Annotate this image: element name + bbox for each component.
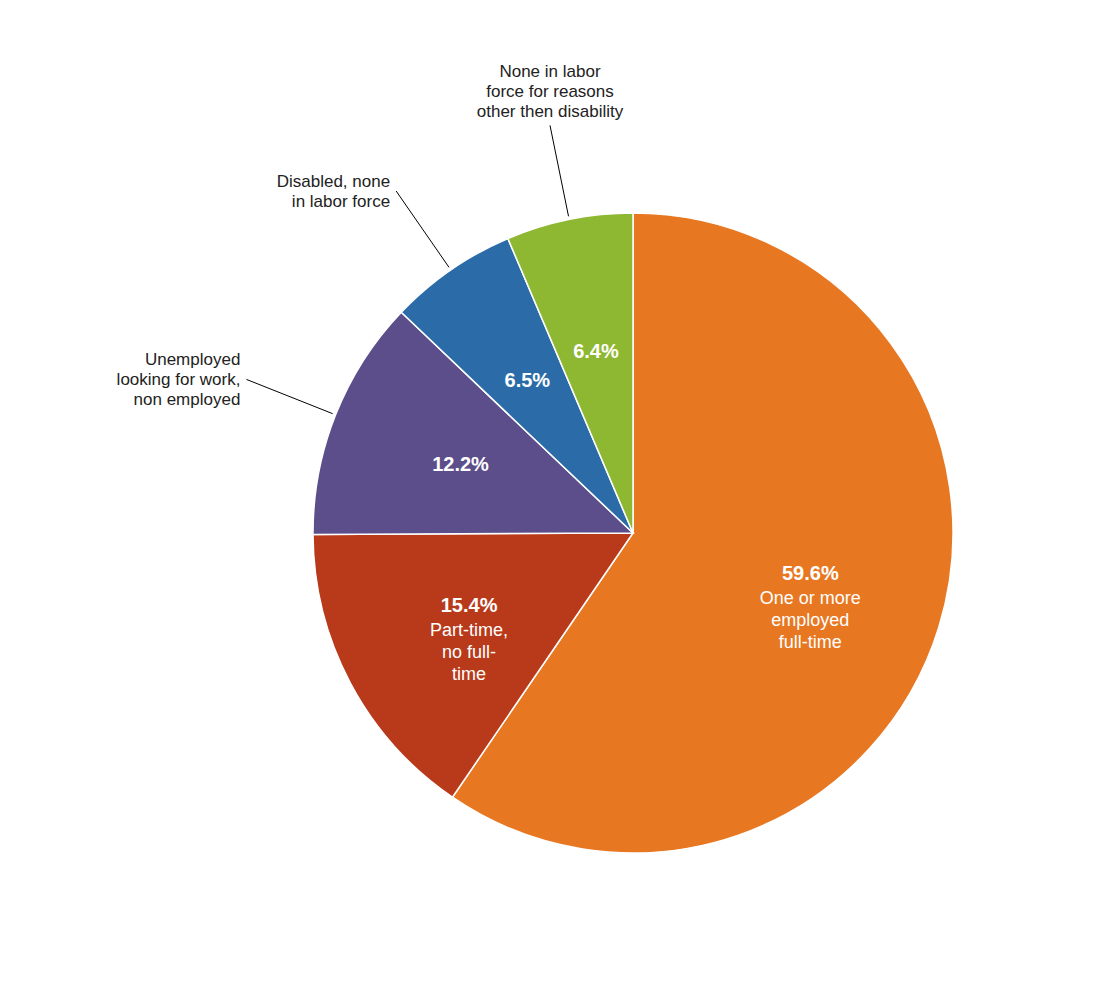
svg-text:None in laborforce for reasons: None in laborforce for reasonsother then… — [477, 62, 624, 121]
svg-text:12.2%: 12.2% — [432, 453, 489, 475]
svg-text:Disabled, nonein labor force: Disabled, nonein labor force — [277, 172, 390, 211]
svg-text:59.6%: 59.6% — [782, 562, 839, 584]
svg-text:One or moreemployedfull-time: One or moreemployedfull-time — [760, 588, 861, 652]
svg-text:6.4%: 6.4% — [573, 340, 619, 362]
svg-text:Unemployedlooking for work,non: Unemployedlooking for work,non employed — [117, 350, 241, 409]
svg-text:15.4%: 15.4% — [441, 594, 498, 616]
svg-text:6.5%: 6.5% — [505, 369, 551, 391]
svg-text:Part-time,no full-time: Part-time,no full-time — [430, 620, 508, 684]
